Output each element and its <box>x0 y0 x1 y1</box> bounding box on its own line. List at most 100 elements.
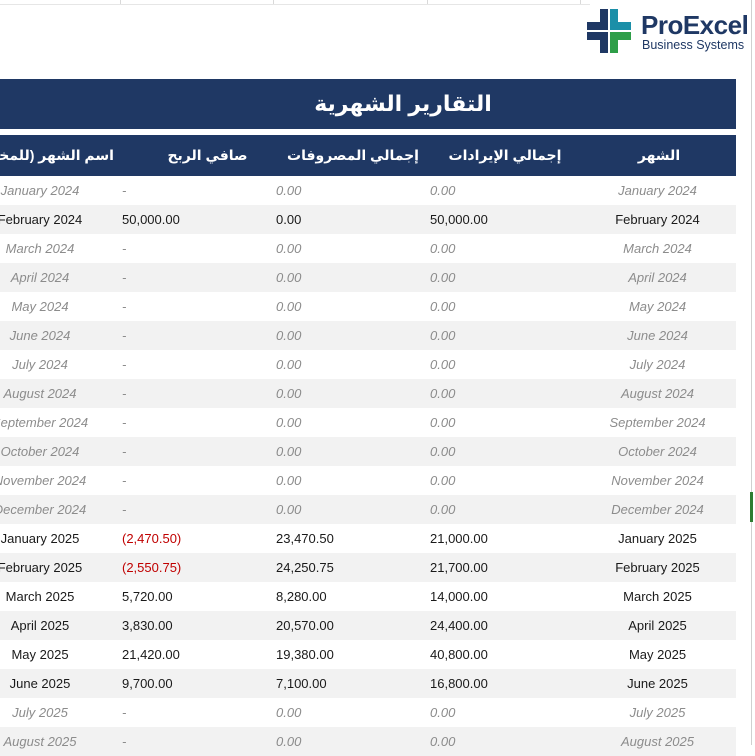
cell-total-revenue[interactable]: 14,000.00 <box>430 589 488 604</box>
cell-total-revenue[interactable]: 0.00 <box>430 734 456 749</box>
cell-month-label[interactable]: August 2024 <box>3 386 77 401</box>
cell-total-expenses[interactable]: 24,250.75 <box>276 560 334 575</box>
cell-total-revenue[interactable]: 0.00 <box>430 444 456 459</box>
cell-total-expenses[interactable]: 0.00 <box>276 357 302 372</box>
header-expenses[interactable]: إجمالي المصروفات <box>287 147 419 163</box>
cell-month[interactable]: August 2024 <box>620 386 694 401</box>
cell-total-revenue[interactable]: 0.00 <box>430 328 456 343</box>
cell-month[interactable]: July 2024 <box>629 357 686 372</box>
cell-total-revenue[interactable]: 0.00 <box>430 357 456 372</box>
header-net[interactable]: صافي الربح <box>167 147 248 163</box>
cell-net-profit[interactable]: 21,420.00 <box>122 647 180 662</box>
cell-month-label[interactable]: August 2025 <box>3 734 77 749</box>
cell-total-expenses[interactable]: 0.00 <box>276 473 302 488</box>
cell-month[interactable]: June 2024 <box>627 328 688 343</box>
cell-total-revenue[interactable]: 0.00 <box>430 183 456 198</box>
cell-month-label[interactable]: January 2025 <box>0 531 80 546</box>
cell-net-profit[interactable]: - <box>122 502 127 517</box>
cell-month[interactable]: October 2024 <box>618 444 697 459</box>
cell-month[interactable]: September 2024 <box>609 415 706 430</box>
cell-month[interactable]: May 2025 <box>628 647 687 662</box>
cell-total-revenue[interactable]: 0.00 <box>430 386 456 401</box>
cell-month-label[interactable]: March 2025 <box>5 589 75 604</box>
cell-month-label[interactable]: June 2025 <box>9 676 71 691</box>
cell-total-expenses[interactable]: 0.00 <box>276 270 302 285</box>
cell-month[interactable]: March 2025 <box>623 589 692 604</box>
cell-total-expenses[interactable]: 0.00 <box>276 415 302 430</box>
cell-total-revenue[interactable]: 0.00 <box>430 299 456 314</box>
cell-total-expenses[interactable]: 0.00 <box>276 241 302 256</box>
header-revenue[interactable]: إجمالي الإيرادات <box>448 147 562 163</box>
cell-net-profit[interactable]: - <box>122 705 127 720</box>
header-planned-label[interactable]: اسم الشهر (للمخطط) <box>0 147 114 163</box>
cell-month[interactable]: February 2025 <box>615 560 700 575</box>
cell-total-revenue[interactable]: 21,700.00 <box>430 560 488 575</box>
cell-total-revenue[interactable]: 40,800.00 <box>430 647 488 662</box>
cell-month-label[interactable]: May 2025 <box>11 647 69 662</box>
cell-month[interactable]: April 2024 <box>628 270 687 285</box>
cell-total-revenue[interactable]: 0.00 <box>430 502 456 517</box>
cell-total-revenue[interactable]: 0.00 <box>430 705 456 720</box>
cell-total-expenses[interactable]: 0.00 <box>276 734 302 749</box>
cell-month-label[interactable]: July 2024 <box>12 357 68 372</box>
cell-net-profit[interactable]: 5,720.00 <box>122 589 173 604</box>
cell-net-profit[interactable]: 9,700.00 <box>122 676 173 691</box>
cell-month-label[interactable]: March 2024 <box>5 241 75 256</box>
cell-total-revenue[interactable]: 50,000.00 <box>430 212 488 227</box>
sheet-scroll-marker[interactable] <box>750 492 753 522</box>
cell-month-label[interactable]: June 2024 <box>9 328 71 343</box>
cell-month[interactable]: May 2024 <box>628 299 687 314</box>
cell-total-revenue[interactable]: 24,400.00 <box>430 618 488 633</box>
cell-month[interactable]: April 2025 <box>628 618 687 633</box>
cell-month-label[interactable]: January 2024 <box>0 183 80 198</box>
cell-net-profit[interactable]: - <box>122 183 127 198</box>
cell-total-expenses[interactable]: 0.00 <box>276 705 302 720</box>
cell-net-profit[interactable]: 3,830.00 <box>122 618 173 633</box>
cell-month[interactable]: March 2024 <box>623 241 692 256</box>
cell-net-profit[interactable]: - <box>122 444 127 459</box>
cell-net-profit[interactable]: - <box>122 473 127 488</box>
cell-month-label[interactable]: April 2025 <box>10 618 70 633</box>
cell-total-expenses[interactable]: 0.00 <box>276 183 302 198</box>
cell-net-profit[interactable]: - <box>122 734 127 749</box>
cell-total-revenue[interactable]: 21,000.00 <box>430 531 488 546</box>
cell-month-label[interactable]: April 2024 <box>10 270 70 285</box>
cell-month-label[interactable]: July 2025 <box>12 705 68 720</box>
cell-total-expenses[interactable]: 0.00 <box>276 328 302 343</box>
cell-total-revenue[interactable]: 0.00 <box>430 270 456 285</box>
cell-total-expenses[interactable]: 0.00 <box>276 299 302 314</box>
cell-month-label[interactable]: September 2024 <box>0 415 89 430</box>
cell-month[interactable]: November 2024 <box>611 473 704 488</box>
cell-net-profit[interactable]: - <box>122 386 127 401</box>
cell-month-label[interactable]: October 2024 <box>0 444 80 459</box>
cell-total-revenue[interactable]: 16,800.00 <box>430 676 488 691</box>
cell-month[interactable]: February 2024 <box>615 212 700 227</box>
cell-net-profit[interactable]: - <box>122 328 127 343</box>
cell-total-expenses[interactable]: 19,380.00 <box>276 647 334 662</box>
cell-month[interactable]: June 2025 <box>627 676 688 691</box>
cell-net-profit[interactable]: - <box>122 357 127 372</box>
cell-net-profit[interactable]: (2,550.75) <box>122 560 182 575</box>
cell-total-expenses[interactable]: 8,280.00 <box>276 589 327 604</box>
cell-total-revenue[interactable]: 0.00 <box>430 415 456 430</box>
cell-net-profit[interactable]: - <box>122 415 127 430</box>
cell-month-label[interactable]: February 2024 <box>0 212 83 227</box>
cell-total-expenses[interactable]: 0.00 <box>276 386 302 401</box>
cell-month[interactable]: January 2025 <box>618 531 697 546</box>
cell-net-profit[interactable]: - <box>122 299 127 314</box>
cell-total-expenses[interactable]: 20,570.00 <box>276 618 334 633</box>
cell-net-profit[interactable]: 50,000.00 <box>122 212 180 227</box>
cell-month-label[interactable]: February 2025 <box>0 560 83 575</box>
cell-month-label[interactable]: May 2024 <box>11 299 69 314</box>
cell-month[interactable]: December 2024 <box>611 502 704 517</box>
cell-month[interactable]: January 2024 <box>618 183 697 198</box>
cell-total-expenses[interactable]: 7,100.00 <box>276 676 327 691</box>
cell-total-revenue[interactable]: 0.00 <box>430 473 456 488</box>
cell-month[interactable]: July 2025 <box>629 705 686 720</box>
cell-total-revenue[interactable]: 0.00 <box>430 241 456 256</box>
header-month[interactable]: الشهر <box>637 147 681 163</box>
cell-net-profit[interactable]: (2,470.50) <box>122 531 182 546</box>
cell-total-expenses[interactable]: 0.00 <box>276 444 302 459</box>
cell-total-expenses[interactable]: 0.00 <box>276 502 302 517</box>
cell-month[interactable]: August 2025 <box>620 734 694 749</box>
